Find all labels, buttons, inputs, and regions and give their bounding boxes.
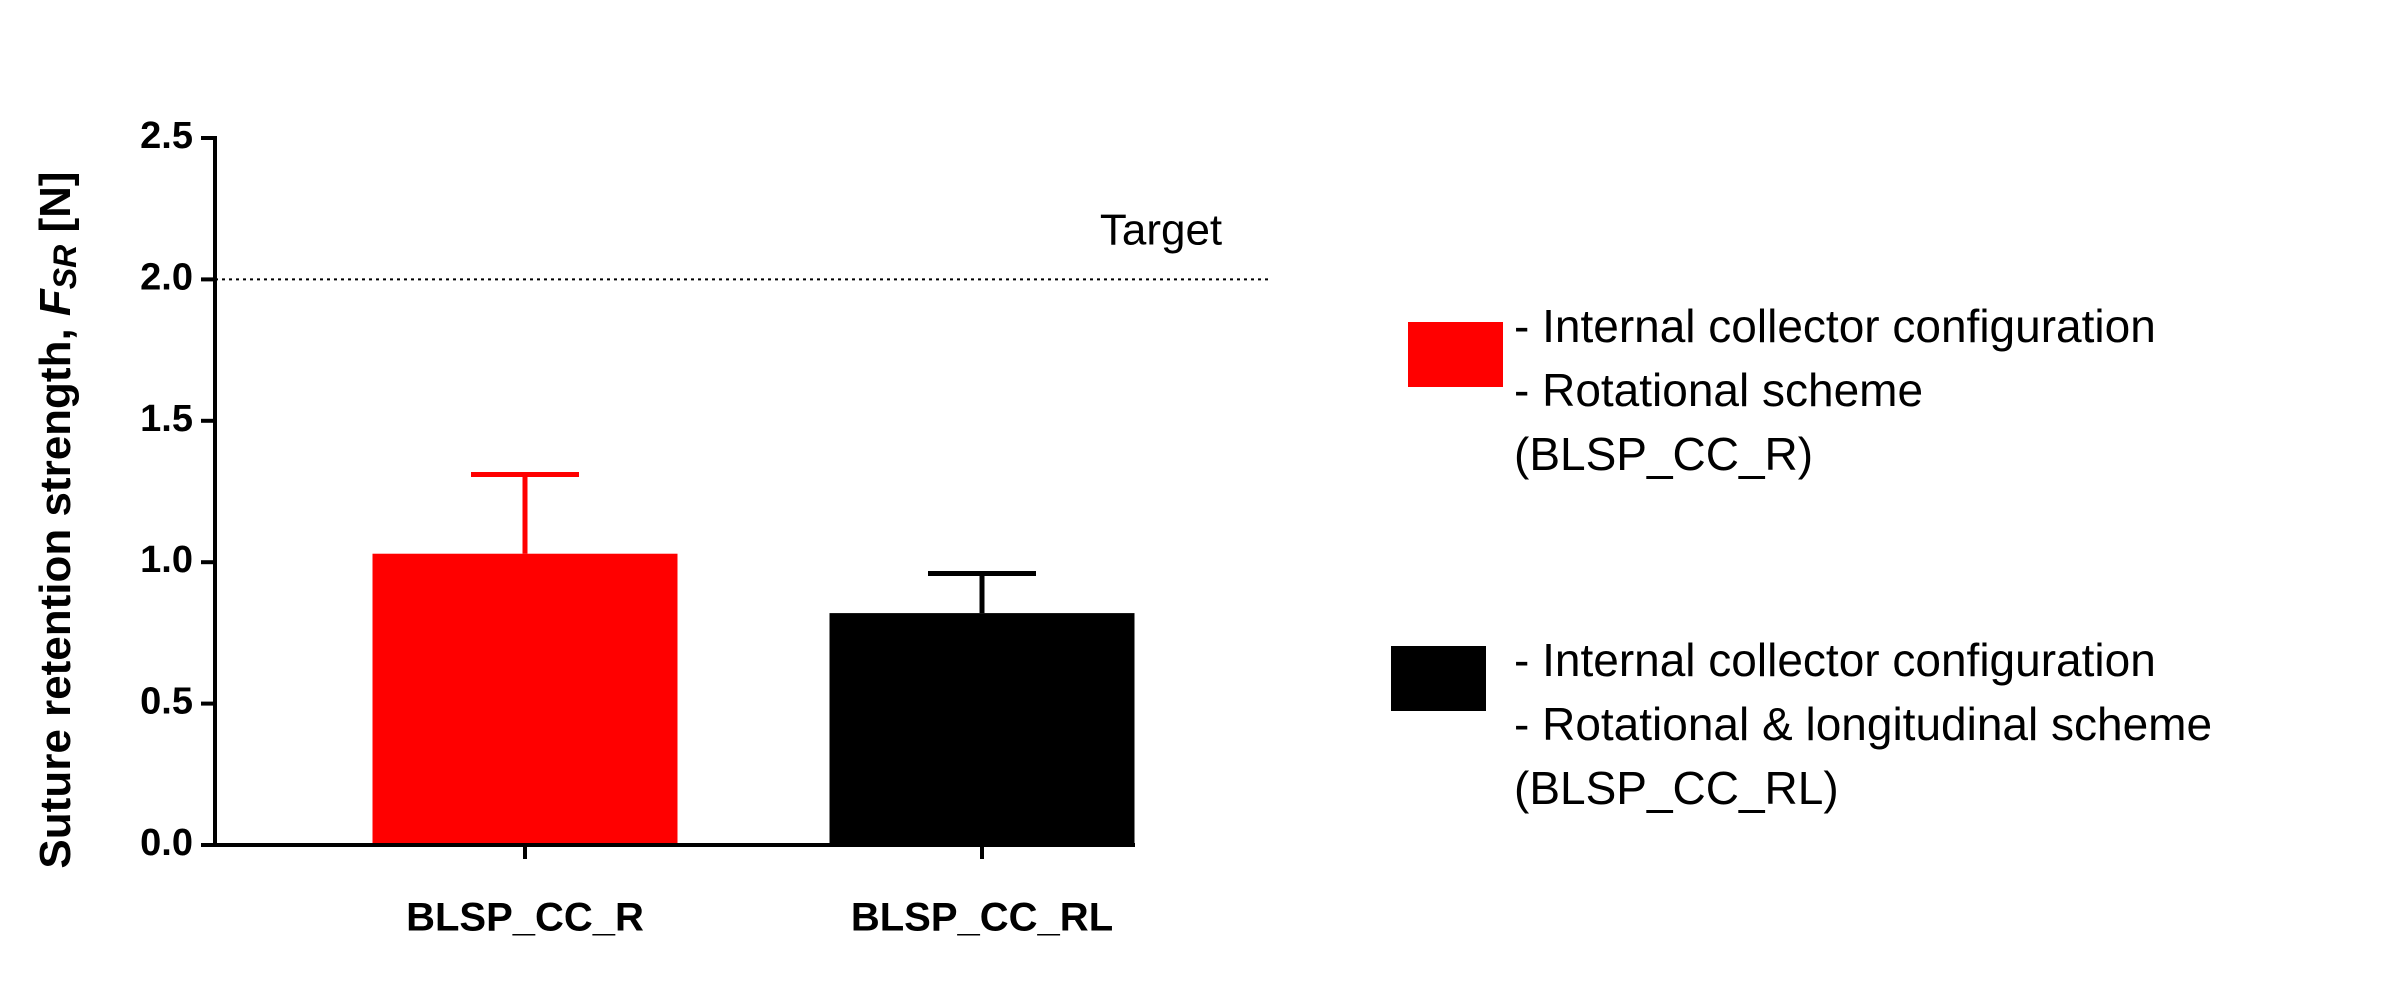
y-tick-label: 1.0: [140, 539, 193, 581]
y-label-unit: [N]: [31, 171, 80, 244]
target-label: Target: [1100, 206, 1222, 255]
y-label-symbol: F: [31, 288, 80, 316]
y-tick-label: 0.5: [140, 681, 193, 723]
y-label-subscript: SR: [47, 245, 83, 289]
y-tick-label: 1.5: [140, 398, 193, 440]
y-tick-label: 2.5: [140, 115, 193, 157]
x-tick-label: BLSP_CC_R: [406, 896, 644, 940]
legend-label: (BLSP_CC_R): [1514, 428, 1813, 480]
legend-label: (BLSP_CC_RL): [1514, 762, 1839, 814]
bar: [829, 613, 1135, 845]
y-label-text: Suture retention strength,: [31, 316, 80, 868]
bar: [372, 553, 678, 845]
y-axis-label: Suture retention strength, FSR [N]: [31, 171, 84, 868]
legend-swatch: [1391, 646, 1486, 711]
y-tick-label: 2.0: [140, 256, 193, 298]
y-tick-label: 0.0: [140, 822, 193, 864]
legend-label: - Internal collector configuration: [1514, 634, 2156, 686]
x-tick-label: BLSP_CC_RL: [851, 896, 1113, 940]
legend-label: - Rotational scheme: [1514, 364, 1923, 416]
legend-swatch: [1408, 322, 1503, 387]
legend-label: - Internal collector configuration: [1514, 300, 2156, 352]
legend-label: - Rotational & longitudinal scheme: [1514, 698, 2212, 750]
